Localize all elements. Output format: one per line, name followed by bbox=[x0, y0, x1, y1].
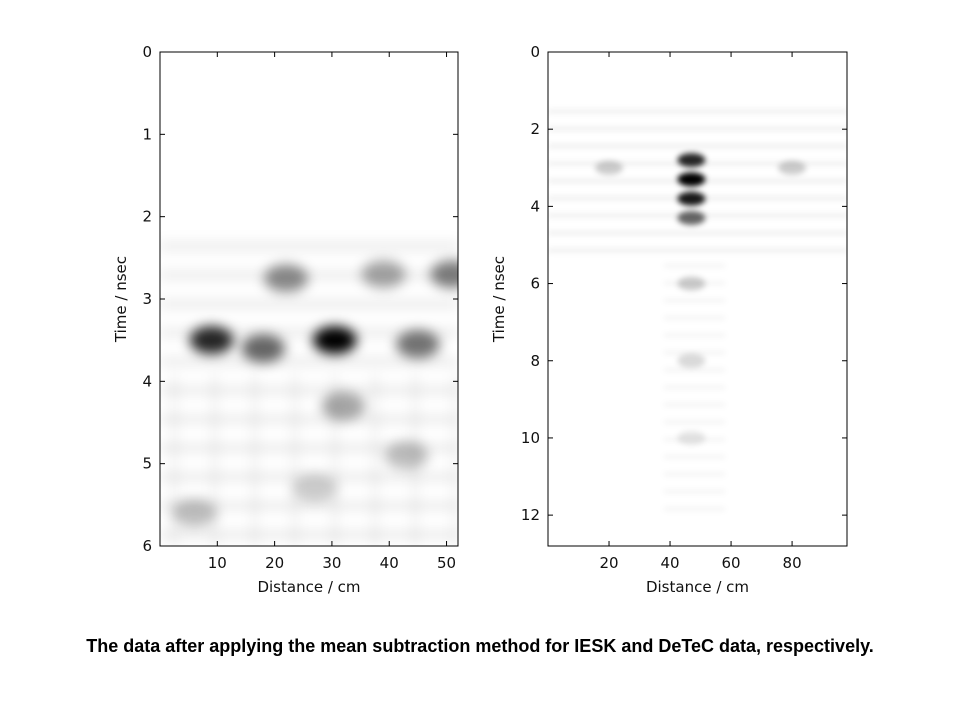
texture-stripe bbox=[372, 373, 379, 546]
x-tick-label: 40 bbox=[380, 554, 399, 572]
texture-band bbox=[663, 420, 725, 424]
plot-area bbox=[548, 52, 847, 546]
texture-band bbox=[548, 231, 847, 235]
heatmap-blob bbox=[778, 160, 807, 175]
texture-band bbox=[548, 127, 847, 131]
y-tick-label: 2 bbox=[530, 120, 540, 138]
heatmap-features bbox=[172, 260, 458, 528]
y-tick-label: 1 bbox=[142, 125, 152, 143]
plot-area bbox=[160, 52, 458, 546]
heatmap-blob bbox=[677, 172, 706, 187]
x-tick-label: 20 bbox=[599, 554, 618, 572]
y-tick-label: 4 bbox=[530, 197, 540, 215]
figure-caption: The data after applying the mean subtrac… bbox=[86, 636, 874, 656]
y-tick-label: 5 bbox=[142, 455, 152, 473]
texture-band bbox=[663, 385, 725, 389]
texture-stripe bbox=[171, 373, 178, 546]
texture-band bbox=[663, 351, 725, 355]
texture-band bbox=[663, 455, 725, 459]
texture-band bbox=[663, 507, 725, 511]
texture-band bbox=[160, 443, 458, 454]
heatmap-blob bbox=[292, 474, 337, 503]
heatmap-blob bbox=[677, 430, 706, 445]
y-tick-label: 4 bbox=[142, 372, 152, 390]
heatmap-blob bbox=[677, 153, 706, 168]
heatmap-blob bbox=[677, 353, 706, 368]
heatmap-features bbox=[595, 153, 807, 445]
texture-band bbox=[663, 299, 725, 302]
y-tick-label: 0 bbox=[530, 43, 540, 61]
heatmap-blob bbox=[677, 210, 706, 225]
texture-band bbox=[663, 472, 725, 476]
heatmap-blob bbox=[677, 191, 706, 206]
axes-frame bbox=[547, 51, 848, 547]
texture-band bbox=[160, 385, 458, 396]
texture-band bbox=[160, 299, 458, 309]
x-tick-label: 80 bbox=[783, 554, 802, 572]
texture-band bbox=[663, 368, 725, 372]
heatmap-blob bbox=[241, 334, 286, 363]
x-tick-label: 40 bbox=[660, 554, 679, 572]
heatmap-blob bbox=[172, 499, 217, 528]
texture-band bbox=[663, 403, 725, 407]
y-tick-label: 2 bbox=[142, 208, 152, 226]
right-panel-detec: 0 2 4 6 8 10 12 20 40 60 80 Distance / cm Time / nse… bbox=[490, 43, 848, 596]
heatmap-blob bbox=[430, 260, 458, 289]
heatmap-blob bbox=[361, 260, 406, 289]
y-axis-label: Time / nsec bbox=[112, 256, 130, 343]
x-tick-label: 30 bbox=[322, 554, 341, 572]
texture-band bbox=[160, 500, 458, 511]
texture-band bbox=[663, 264, 725, 268]
texture-stripe bbox=[291, 373, 298, 546]
x-axis-label: Distance / cm bbox=[257, 578, 360, 596]
y-tick-label: 12 bbox=[521, 506, 540, 524]
heatmap-blob bbox=[189, 326, 234, 355]
y-tick-label: 0 bbox=[142, 43, 152, 61]
background-texture bbox=[160, 241, 458, 546]
heatmap-blob bbox=[395, 330, 440, 359]
texture-band bbox=[160, 529, 458, 540]
x-tick-label: 60 bbox=[722, 554, 741, 572]
heatmap-blob bbox=[312, 326, 357, 355]
texture-band bbox=[548, 109, 847, 113]
y-tick-label: 8 bbox=[530, 352, 540, 370]
x-tick-label: 10 bbox=[208, 554, 227, 572]
heatmap-blob bbox=[264, 264, 309, 293]
heatmap-blob bbox=[321, 392, 366, 421]
texture-stripe bbox=[251, 373, 258, 546]
texture-band bbox=[663, 490, 725, 494]
texture-stripe bbox=[331, 373, 338, 546]
texture-band bbox=[160, 241, 458, 252]
y-tick-label: 6 bbox=[142, 537, 152, 555]
texture-band bbox=[160, 327, 458, 338]
texture-band bbox=[548, 144, 847, 148]
y-tick-label: 3 bbox=[142, 290, 152, 308]
texture-band bbox=[663, 333, 725, 337]
texture-band bbox=[548, 248, 847, 252]
y-tick-label: 6 bbox=[530, 275, 540, 293]
y-axis-label: Time / nsec bbox=[490, 256, 508, 343]
left-panel-iesk: 0 1 2 3 4 5 6 10 20 30 40 50 Distance / cm Time / nse… bbox=[112, 43, 459, 596]
y-tick-label: 10 bbox=[521, 429, 540, 447]
texture-stripe bbox=[211, 373, 218, 546]
x-axis-label: Distance / cm bbox=[646, 578, 749, 596]
texture-band bbox=[160, 270, 458, 281]
heatmap-blob bbox=[384, 441, 429, 470]
texture-band bbox=[663, 316, 725, 320]
heatmap-blob bbox=[677, 276, 706, 291]
x-tick-label: 20 bbox=[265, 554, 284, 572]
texture-band bbox=[160, 414, 458, 425]
heatmap-blob bbox=[595, 160, 624, 175]
texture-band bbox=[160, 356, 458, 367]
texture-stripe bbox=[452, 373, 458, 546]
x-tick-label: 50 bbox=[437, 554, 456, 572]
